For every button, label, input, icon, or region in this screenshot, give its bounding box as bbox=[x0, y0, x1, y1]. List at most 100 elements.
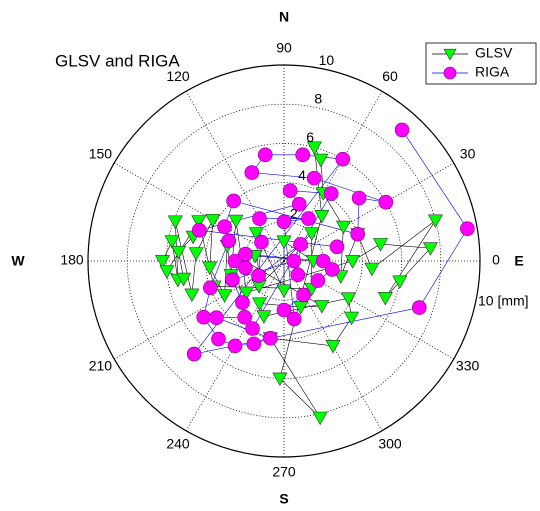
point bbox=[345, 255, 361, 269]
r-tick-label: 8 bbox=[314, 91, 322, 107]
point bbox=[295, 147, 311, 163]
point bbox=[188, 247, 204, 261]
point bbox=[164, 235, 180, 249]
point bbox=[238, 286, 254, 301]
series-line bbox=[162, 147, 436, 418]
point bbox=[296, 287, 311, 303]
point bbox=[251, 297, 268, 312]
point bbox=[244, 165, 260, 180]
point bbox=[171, 245, 187, 260]
point bbox=[394, 122, 410, 138]
point bbox=[329, 239, 345, 255]
r-tick-label: 10 bbox=[319, 52, 335, 68]
point bbox=[217, 289, 233, 303]
point bbox=[159, 265, 175, 279]
point bbox=[228, 214, 244, 229]
point bbox=[184, 288, 200, 303]
point bbox=[209, 310, 224, 325]
r-tick-label: 6 bbox=[306, 129, 314, 145]
point bbox=[256, 310, 272, 324]
theta-tick-label: 180 bbox=[60, 252, 84, 268]
point bbox=[196, 309, 212, 325]
theta-tick-label: 270 bbox=[272, 464, 296, 480]
legend-marker bbox=[443, 48, 457, 61]
point bbox=[324, 262, 340, 277]
point bbox=[272, 372, 288, 387]
point bbox=[313, 153, 329, 168]
point bbox=[350, 226, 365, 242]
point bbox=[227, 253, 243, 269]
compass-north: N bbox=[279, 9, 289, 25]
point bbox=[335, 151, 351, 167]
point bbox=[276, 284, 292, 299]
point bbox=[225, 272, 240, 288]
point bbox=[364, 262, 380, 277]
point bbox=[314, 210, 330, 224]
compass-east: E bbox=[514, 253, 523, 269]
point bbox=[293, 237, 308, 252]
r-tick-label: 2 bbox=[290, 206, 298, 222]
point bbox=[323, 186, 339, 201]
legend-label: GLSV bbox=[475, 45, 513, 61]
point bbox=[221, 233, 237, 249]
theta-tick-label: 120 bbox=[166, 68, 190, 84]
point bbox=[422, 242, 438, 256]
point bbox=[306, 141, 322, 156]
theta-tick-label: 240 bbox=[166, 435, 190, 451]
point bbox=[217, 219, 232, 234]
point bbox=[246, 336, 262, 352]
theta-tick-label: 60 bbox=[382, 68, 398, 84]
compass-west: W bbox=[11, 253, 25, 269]
point bbox=[167, 215, 183, 230]
point bbox=[252, 211, 267, 226]
point bbox=[286, 253, 302, 269]
point bbox=[282, 183, 298, 199]
point bbox=[310, 273, 326, 288]
point bbox=[257, 147, 273, 163]
point bbox=[254, 234, 269, 250]
point bbox=[312, 411, 328, 426]
data-layer bbox=[154, 122, 475, 426]
unit-label: 10 [mm] bbox=[478, 293, 529, 309]
point bbox=[378, 194, 394, 210]
legend-label: RIGA bbox=[475, 64, 510, 80]
point bbox=[276, 302, 292, 318]
point bbox=[245, 321, 260, 336]
point bbox=[203, 280, 218, 296]
point bbox=[373, 238, 389, 252]
point bbox=[238, 260, 253, 276]
point bbox=[286, 311, 302, 327]
compass-south: S bbox=[279, 491, 288, 507]
point bbox=[276, 235, 292, 250]
point bbox=[301, 211, 316, 226]
grid-spoke bbox=[283, 260, 454, 360]
chart-title: GLSV and RIGA bbox=[55, 51, 180, 70]
point bbox=[176, 272, 192, 287]
point bbox=[251, 268, 266, 284]
theta-tick-label: 300 bbox=[378, 435, 402, 451]
theta-tick-label: 90 bbox=[276, 40, 292, 56]
point bbox=[226, 193, 241, 209]
point bbox=[235, 295, 250, 310]
point bbox=[315, 253, 331, 269]
point bbox=[202, 261, 218, 276]
point bbox=[314, 300, 330, 314]
point bbox=[335, 220, 351, 235]
point bbox=[304, 227, 320, 241]
theta-tick-label: 210 bbox=[89, 358, 113, 374]
point bbox=[344, 311, 360, 326]
point bbox=[325, 339, 341, 354]
point bbox=[351, 190, 367, 206]
point bbox=[460, 221, 475, 236]
point bbox=[263, 330, 278, 346]
point bbox=[411, 300, 427, 315]
point bbox=[211, 331, 226, 347]
point bbox=[276, 214, 292, 230]
point bbox=[205, 213, 221, 228]
point bbox=[191, 222, 207, 238]
point bbox=[340, 292, 357, 306]
point bbox=[290, 267, 306, 283]
point bbox=[248, 227, 264, 241]
theta-tick-label: 0 bbox=[492, 252, 500, 268]
